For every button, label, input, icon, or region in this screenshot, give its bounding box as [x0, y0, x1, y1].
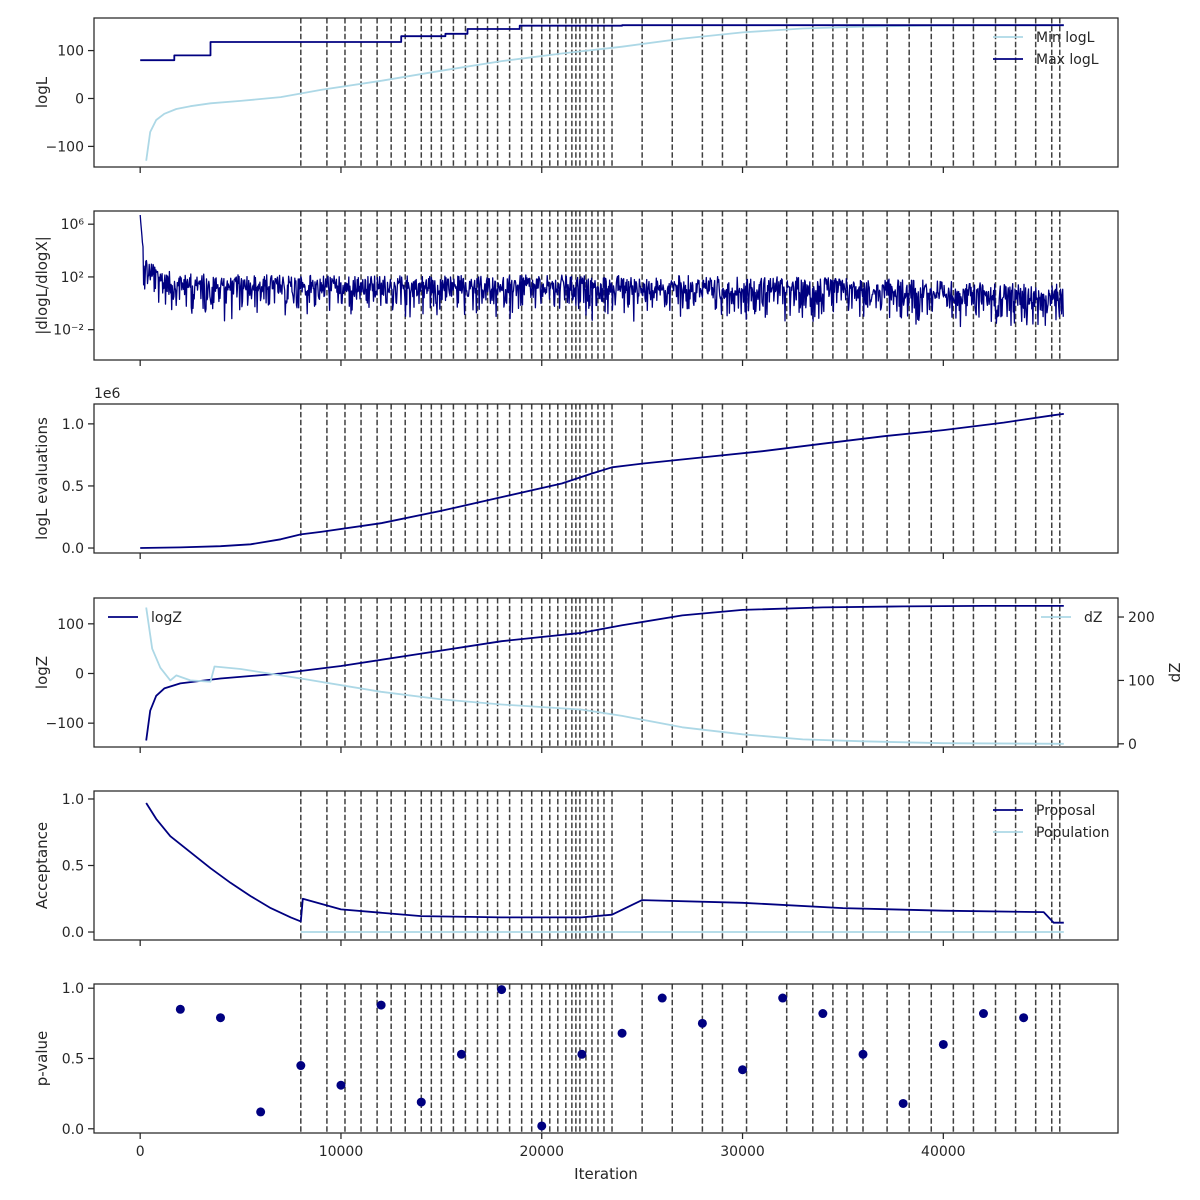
data-point	[818, 1009, 828, 1019]
data-point	[858, 1049, 868, 1059]
data-point	[1019, 1013, 1029, 1023]
axes-frame	[93, 17, 1119, 168]
y-axis-label: logL evaluations	[33, 417, 51, 540]
data-point	[738, 1065, 748, 1075]
data-point	[497, 985, 507, 995]
x-tick-label: 0	[136, 1144, 145, 1160]
data-point	[898, 1098, 908, 1108]
data-point	[336, 1080, 346, 1090]
panels: −100 0 100 logL Min logL Max logL 10⁻² 10² 10⁶ |d…	[33, 17, 1184, 1183]
data-point	[215, 1013, 225, 1023]
y-tick-label: 1.0	[62, 792, 84, 808]
data-point	[778, 993, 788, 1003]
x-axis-label: Iteration	[574, 1165, 638, 1183]
plot-area-dlogl	[139, 211, 1064, 360]
y-right-tick-label: 0	[1128, 737, 1137, 753]
series-line-max-logl	[140, 24, 1064, 62]
legend-label: Min logL	[1036, 30, 1095, 46]
y-right-tick-label: 200	[1128, 610, 1155, 626]
data-point	[256, 1107, 266, 1117]
y-right-tick-label: 100	[1128, 673, 1155, 689]
y-axis-label: p-value	[33, 1031, 51, 1087]
series-line-dlogl	[139, 214, 1064, 328]
y-tick-label: 1.0	[62, 981, 84, 997]
plot-area-logz	[145, 598, 1064, 747]
data-point	[175, 1004, 185, 1014]
axes-frame	[93, 597, 1119, 748]
x-tick-label: 40000	[921, 1144, 966, 1160]
panel-logl: −100 0 100 logL Min logL Max logL	[33, 17, 1119, 173]
y-tick-label: 0.0	[62, 541, 84, 557]
panel-dlogl: 10⁻² 10² 10⁶ |dlogL/dlogX|	[33, 210, 1119, 366]
y-tick-label: 0	[75, 91, 84, 107]
data-point	[978, 1009, 988, 1019]
y-tick-label: 0	[75, 666, 84, 682]
plot-area-evals	[140, 404, 1064, 553]
legend-logl: Min logL Max logL	[993, 30, 1099, 68]
y-tick-label: 10⁶	[61, 217, 85, 233]
legend-label: Max logL	[1036, 52, 1099, 68]
panel-pvalue: 0.0 0.5 1.0 p-value 0 10000 20000 30000 40000	[33, 981, 1119, 1160]
series-line-min-logl	[145, 24, 1064, 161]
legend-label: Proposal	[1036, 803, 1095, 819]
x-tick-label: 10000	[319, 1144, 364, 1160]
data-point	[577, 1049, 587, 1059]
y-tick-label: 0.0	[62, 925, 84, 941]
series-line-proposal	[145, 802, 1064, 924]
axes-frame	[93, 983, 1119, 1134]
axes-frame	[93, 403, 1119, 554]
data-point	[617, 1028, 627, 1038]
y-tick-label: −100	[46, 716, 84, 732]
y-axis-label: Acceptance	[33, 822, 51, 909]
legend-label: dZ	[1084, 610, 1102, 626]
y-axis-label: logZ	[33, 656, 51, 689]
y-tick-label: 0.5	[62, 859, 84, 875]
plot-area-pvalue	[175, 984, 1061, 1133]
panel-logz: −100 0 100 logZ 0 100 200 dZ logZ dZ	[33, 597, 1184, 753]
data-point	[416, 1097, 426, 1107]
data-point	[697, 1018, 707, 1028]
plot-area-logl	[140, 18, 1064, 167]
y-tick-label: 1.0	[62, 417, 84, 433]
y-axis-label: logL	[33, 76, 51, 108]
y-tick-label: 10⁻²	[53, 323, 84, 339]
legend-label: Population	[1036, 825, 1110, 841]
series-line-logz	[145, 605, 1064, 741]
y-tick-label: 100	[57, 617, 84, 633]
legend-logz: logZ dZ	[108, 610, 1102, 626]
series-line-dz	[145, 607, 1064, 745]
axes-frame	[93, 210, 1119, 361]
y-tick-label: 100	[57, 44, 84, 60]
data-point	[376, 1000, 386, 1010]
y-right-axis-label: dZ	[1166, 663, 1184, 683]
legend-accept: Proposal Population	[993, 803, 1110, 841]
series-line-evals	[140, 413, 1064, 549]
panel-evals: 0.0 0.5 1.0 logL evaluations 1e6	[33, 386, 1119, 559]
legend-label: logZ	[151, 610, 182, 626]
plot-area-accept	[145, 791, 1064, 940]
y-tick-label: 0.5	[62, 1052, 84, 1068]
data-point	[296, 1061, 306, 1071]
panel-accept: 0.0 0.5 1.0 Acceptance Proposal Population	[33, 790, 1119, 946]
x-tick-label: 20000	[519, 1144, 564, 1160]
offset-label: 1e6	[94, 386, 121, 402]
axes-frame	[93, 790, 1119, 941]
data-point	[938, 1039, 948, 1049]
data-point	[657, 993, 667, 1003]
y-tick-label: 0.0	[62, 1122, 84, 1138]
y-tick-label: −100	[46, 139, 84, 155]
y-tick-label: 0.5	[62, 479, 84, 495]
x-tick-label: 30000	[720, 1144, 765, 1160]
y-tick-label: 10²	[61, 270, 84, 286]
y-axis-label: |dlogL/dlogX|	[33, 236, 51, 335]
data-point	[537, 1121, 547, 1131]
data-point	[456, 1049, 466, 1059]
